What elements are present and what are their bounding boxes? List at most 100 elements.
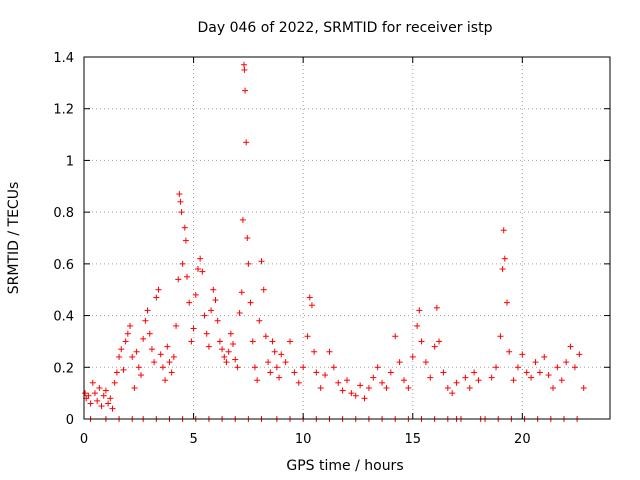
data-point: [175, 276, 182, 283]
data-point: [223, 359, 230, 366]
data-point: [361, 395, 368, 402]
data-point: [576, 351, 583, 358]
data-point: [124, 330, 131, 337]
data-point: [571, 364, 578, 371]
data-point: [131, 384, 138, 391]
y-tick-label: 0.2: [53, 361, 74, 376]
grid-lines: [84, 57, 610, 419]
data-point: [133, 348, 140, 355]
data-point: [118, 346, 125, 353]
data-point: [116, 353, 123, 360]
data-point: [541, 353, 548, 360]
data-point: [238, 289, 245, 296]
data-point: [510, 377, 517, 384]
data-point: [440, 369, 447, 376]
y-tick-label: 0.8: [53, 206, 74, 221]
data-point: [208, 307, 215, 314]
data-point: [269, 338, 276, 345]
data-point: [514, 364, 521, 371]
data-point: [181, 224, 188, 231]
data-point: [536, 369, 543, 376]
data-point: [528, 374, 535, 381]
data-point: [497, 333, 504, 340]
data-point: [396, 359, 403, 366]
data-point: [109, 405, 116, 412]
data-point: [300, 364, 307, 371]
data-point: [194, 266, 201, 273]
data-point: [462, 374, 469, 381]
data-point: [164, 343, 171, 350]
data-point: [433, 304, 440, 311]
data-point: [444, 384, 451, 391]
data-point: [216, 338, 223, 345]
y-tick-label: 0.6: [53, 258, 74, 273]
data-point: [322, 372, 329, 379]
data-point: [168, 369, 175, 376]
data-point: [306, 294, 313, 301]
data-point: [554, 364, 561, 371]
data-point: [387, 369, 394, 376]
x-tick-label: 0: [80, 432, 88, 447]
data-point: [519, 351, 526, 358]
data-point: [523, 369, 530, 376]
data-point: [192, 291, 199, 298]
data-point: [240, 61, 247, 68]
data-point: [244, 235, 251, 241]
data-point: [105, 400, 112, 407]
data-point: [254, 377, 261, 384]
data-point: [122, 338, 129, 345]
data-point: [148, 346, 155, 353]
data-point: [493, 364, 500, 371]
data-point: [89, 379, 96, 386]
data-point: [370, 374, 377, 381]
data-point: [127, 322, 134, 329]
data-point: [344, 377, 350, 384]
data-point: [242, 87, 249, 94]
data-point: [282, 359, 289, 366]
data-point: [239, 216, 246, 223]
data-point: [203, 330, 210, 337]
data-point: [251, 364, 258, 371]
data-point: [352, 392, 359, 399]
data-point: [357, 382, 364, 389]
data-point: [205, 343, 212, 350]
data-point: [137, 372, 144, 379]
data-point: [230, 341, 237, 348]
data-point: [365, 384, 372, 391]
data-point: [190, 325, 197, 332]
data-point: [313, 369, 320, 376]
data-point: [379, 379, 386, 386]
data-point: [558, 377, 565, 384]
y-tick-label: 0: [66, 413, 74, 428]
data-point: [177, 198, 184, 205]
data-point: [471, 369, 478, 376]
data-point: [210, 286, 217, 293]
data-point: [416, 307, 423, 314]
data-point: [262, 333, 269, 340]
data-point: [184, 273, 191, 280]
data-point: [245, 260, 252, 267]
data-point: [186, 299, 193, 306]
data-point: [414, 322, 421, 329]
data-point: [151, 359, 158, 366]
data-point: [87, 400, 94, 407]
data-point: [422, 359, 429, 366]
data-point: [247, 299, 254, 306]
data-point: [144, 307, 151, 314]
data-point: [567, 343, 574, 350]
data-point: [339, 387, 346, 394]
data-point: [532, 359, 539, 366]
data-point: [157, 351, 164, 358]
data-point: [241, 66, 248, 73]
data-point: [178, 209, 185, 216]
data-point: [214, 317, 221, 324]
data-point: [182, 237, 189, 244]
data-point: [91, 390, 98, 397]
data-point: [225, 348, 232, 355]
data-point: [98, 403, 105, 410]
data-point: [256, 317, 263, 324]
data-point: [501, 255, 508, 262]
data-point: [221, 353, 228, 360]
data-point: [176, 191, 183, 198]
